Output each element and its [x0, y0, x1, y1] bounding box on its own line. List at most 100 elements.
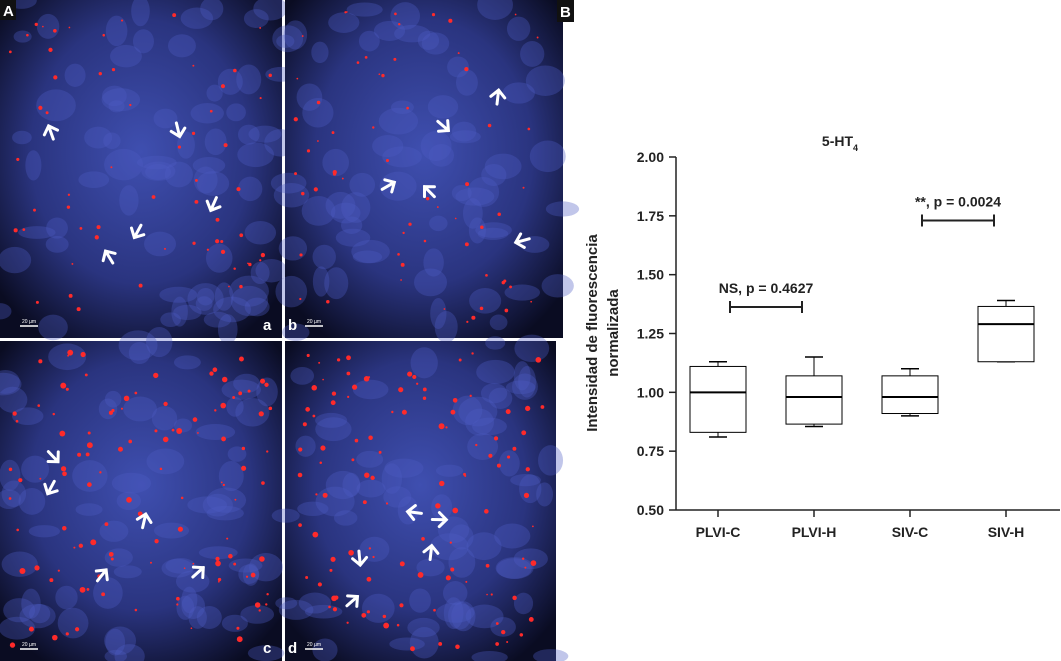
cell — [496, 558, 532, 579]
cell — [1, 480, 27, 507]
red-puncta — [52, 634, 58, 641]
cell — [529, 140, 566, 173]
cell — [104, 626, 137, 655]
red-puncta — [486, 593, 488, 596]
arrow — [169, 121, 187, 139]
arrow — [42, 123, 60, 141]
cell — [167, 34, 196, 58]
red-puncta — [26, 33, 29, 37]
red-puncta — [410, 646, 415, 652]
red-puncta — [449, 541, 452, 544]
cell — [513, 361, 531, 391]
red-puncta — [393, 57, 397, 61]
red-puncta — [53, 75, 58, 80]
red-puncta — [176, 428, 183, 434]
red-puncta — [215, 556, 220, 561]
red-puncta — [361, 612, 367, 618]
red-puncta — [84, 373, 88, 377]
red-puncta — [408, 222, 412, 226]
cell — [177, 131, 195, 159]
red-puncta — [463, 472, 466, 476]
red-puncta — [236, 187, 241, 192]
red-puncta — [220, 481, 223, 484]
cell — [352, 379, 389, 400]
cell — [104, 548, 133, 567]
image-label: a — [263, 317, 272, 334]
cell — [275, 275, 308, 308]
cell — [0, 246, 32, 274]
red-puncta — [525, 467, 530, 472]
red-puncta — [220, 240, 224, 244]
cell — [237, 176, 263, 202]
significance-label: **, p = 0.0024 — [915, 194, 1001, 210]
red-puncta — [320, 445, 326, 451]
red-puncta — [194, 178, 198, 182]
red-puncta — [59, 430, 66, 437]
red-puncta — [348, 549, 354, 556]
red-puncta — [129, 103, 132, 107]
red-puncta — [101, 592, 106, 597]
chart-title: 5-HT4 — [822, 133, 858, 153]
cell — [469, 287, 502, 314]
red-puncta — [223, 143, 228, 148]
cell — [181, 593, 206, 620]
cell — [46, 217, 68, 239]
red-puncta — [108, 551, 114, 557]
red-puncta — [346, 621, 349, 624]
red-puncta — [215, 217, 220, 222]
red-puncta — [294, 172, 298, 176]
red-puncta — [192, 241, 196, 245]
x-tick-label: SIV-H — [988, 524, 1025, 540]
cell — [161, 558, 194, 578]
red-puncta — [67, 354, 70, 357]
red-puncta — [177, 145, 182, 149]
red-puncta — [297, 472, 303, 478]
red-puncta — [454, 217, 457, 220]
red-puncta — [87, 482, 92, 487]
red-puncta — [215, 560, 221, 567]
red-puncta — [164, 247, 166, 250]
red-puncta — [416, 382, 419, 385]
red-puncta — [183, 567, 186, 570]
red-puncta — [402, 231, 405, 235]
cell — [448, 601, 472, 630]
red-puncta — [259, 27, 262, 29]
red-puncta — [524, 566, 527, 569]
micrograph-background — [0, 341, 282, 661]
red-puncta — [383, 622, 390, 629]
red-puncta — [299, 297, 302, 301]
arrow — [422, 185, 436, 199]
red-puncta — [209, 109, 213, 113]
red-puncta — [177, 526, 183, 532]
red-puncta — [87, 431, 91, 435]
red-puncta — [450, 567, 455, 572]
red-puncta — [312, 414, 316, 418]
cell — [118, 330, 158, 361]
red-puncta — [396, 623, 400, 627]
cell — [514, 334, 550, 363]
y-axis-label: normalizada — [605, 289, 622, 377]
cell — [481, 163, 507, 186]
cell — [21, 455, 50, 483]
red-puncta — [372, 126, 375, 129]
red-puncta — [265, 603, 268, 606]
red-puncta — [530, 300, 533, 303]
cell — [349, 172, 376, 197]
arrow — [345, 594, 360, 608]
cell — [273, 182, 310, 208]
red-puncta — [423, 239, 427, 243]
red-puncta — [151, 195, 156, 199]
cell — [18, 487, 46, 515]
red-puncta — [346, 371, 351, 376]
cell — [488, 387, 513, 410]
red-puncta — [162, 436, 169, 443]
red-puncta — [194, 199, 199, 204]
cell — [203, 311, 232, 328]
cell — [449, 130, 481, 144]
red-puncta — [86, 442, 93, 449]
cell — [430, 533, 469, 561]
red-puncta — [445, 426, 448, 429]
red-puncta — [96, 225, 101, 230]
red-puncta — [239, 284, 243, 289]
cell — [190, 103, 224, 124]
